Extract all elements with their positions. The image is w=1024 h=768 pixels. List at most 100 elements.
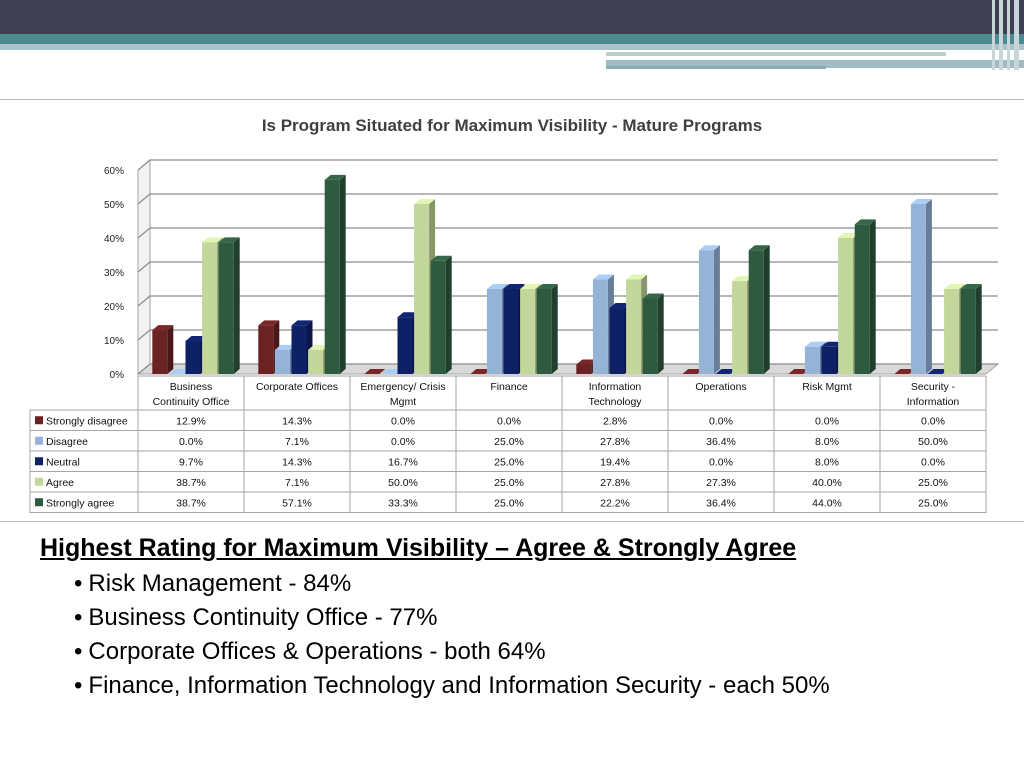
data-label: 27.8% <box>600 477 630 489</box>
bar <box>536 289 552 374</box>
table-header-cell <box>243 375 351 411</box>
bar <box>185 341 201 374</box>
bar-top <box>698 245 720 251</box>
bar-side <box>167 325 174 374</box>
bar-top <box>536 284 558 289</box>
data-label: 25.0% <box>918 497 948 509</box>
list-item-text: Corporate Offices & Operations - both 64… <box>88 638 546 665</box>
data-label: 9.7% <box>179 456 203 468</box>
table-header-cell <box>349 375 457 411</box>
list-item: • Business Continuity Office - 77% <box>74 601 1000 635</box>
bar-top <box>364 369 386 374</box>
bar-top <box>838 233 860 238</box>
data-label: 14.3% <box>282 456 312 468</box>
data-label: 40.0% <box>812 477 842 489</box>
x-tick-label: Continuity Office <box>153 396 230 408</box>
bar-top <box>894 369 916 374</box>
table-header-cell <box>455 375 563 411</box>
bar-top <box>804 341 826 347</box>
decorative-line <box>606 60 1024 68</box>
bar <box>397 317 413 374</box>
bar <box>291 325 307 374</box>
bar <box>698 250 714 374</box>
table-cell <box>879 491 987 513</box>
bar-top <box>520 284 542 289</box>
data-label: 25.0% <box>494 436 524 448</box>
data-label: 0.0% <box>497 415 521 427</box>
data-label: 25.0% <box>918 477 948 489</box>
x-tick-label: Information <box>589 381 642 393</box>
x-tick-label: Security - <box>911 381 956 393</box>
bar <box>218 242 234 374</box>
bar <box>642 298 658 374</box>
x-tick-label: Business <box>170 381 213 393</box>
bar-top <box>609 303 631 309</box>
bar-top <box>960 284 982 289</box>
bar-top <box>324 174 346 180</box>
bar-top <box>715 369 737 374</box>
bar-top <box>486 284 508 289</box>
bar-top <box>274 344 296 350</box>
bar <box>821 346 837 374</box>
legend-swatch <box>35 457 43 466</box>
y-tick-label: 60% <box>104 166 124 177</box>
bar <box>944 289 960 374</box>
data-label: 0.0% <box>709 456 733 468</box>
bar <box>414 204 430 374</box>
data-label: 38.7% <box>176 477 206 489</box>
bar <box>258 325 274 374</box>
legend-swatch <box>35 436 43 445</box>
bar <box>576 364 592 374</box>
bar-top <box>944 284 966 289</box>
gridline <box>137 227 998 239</box>
data-label: 0.0% <box>391 415 415 427</box>
bar-side <box>763 245 770 374</box>
gridline <box>137 159 998 171</box>
bullet-glyph: • <box>74 672 83 699</box>
data-label: 50.0% <box>918 436 948 448</box>
data-label: 27.3% <box>706 477 736 489</box>
data-label: 0.0% <box>815 415 839 427</box>
bar <box>854 224 870 374</box>
bar-top <box>168 369 190 374</box>
bar-top <box>910 199 932 204</box>
list-item-text: Finance, Information Technology and Info… <box>88 672 830 699</box>
bar-top <box>626 274 648 280</box>
bar-top <box>854 219 876 225</box>
decorative-stripes <box>988 0 1024 70</box>
bar-top <box>592 274 614 280</box>
data-label: 0.0% <box>709 415 733 427</box>
x-tick-label: Information <box>907 396 960 408</box>
bar <box>503 289 519 374</box>
data-label: 19.4% <box>600 456 630 468</box>
chart-title: Is Program Situated for Maximum Visibili… <box>262 116 762 135</box>
x-tick-label: Operations <box>695 381 746 393</box>
data-label: 36.4% <box>706 436 736 448</box>
list-item: • Finance, Information Technology and Inf… <box>74 669 1000 703</box>
data-label: 27.8% <box>600 436 630 448</box>
list-item-text: Risk Management - 84% <box>88 570 352 597</box>
list-item-text: Business Continuity Office - 77% <box>88 604 438 631</box>
y-tick-label: 50% <box>104 200 124 211</box>
table-header-cell <box>773 375 881 411</box>
bar-side <box>233 237 240 374</box>
data-label: 0.0% <box>921 456 945 468</box>
bar-side <box>869 219 876 374</box>
chart-panel: Is Program Situated for Maximum Visibili… <box>0 99 1024 522</box>
x-tick-label: Mgmt <box>390 396 416 408</box>
legend-label: Disagree <box>46 436 88 448</box>
data-label: 7.1% <box>285 436 309 448</box>
legend-swatch <box>35 416 43 425</box>
bar <box>592 279 608 374</box>
bar-top <box>291 320 313 326</box>
data-label: 0.0% <box>179 436 203 448</box>
bar-top <box>258 320 280 326</box>
bullet-glyph: • <box>74 638 83 665</box>
notes-list: • Risk Management - 84% • Business Continu… <box>40 567 1000 703</box>
table-header-cell <box>879 375 987 411</box>
bullet-glyph: • <box>74 604 83 631</box>
data-label: 0.0% <box>921 415 945 427</box>
data-label: 57.1% <box>282 497 312 509</box>
x-tick-label: Finance <box>490 381 528 393</box>
summary-notes: Highest Rating for Maximum Visibility – … <box>40 534 1000 703</box>
